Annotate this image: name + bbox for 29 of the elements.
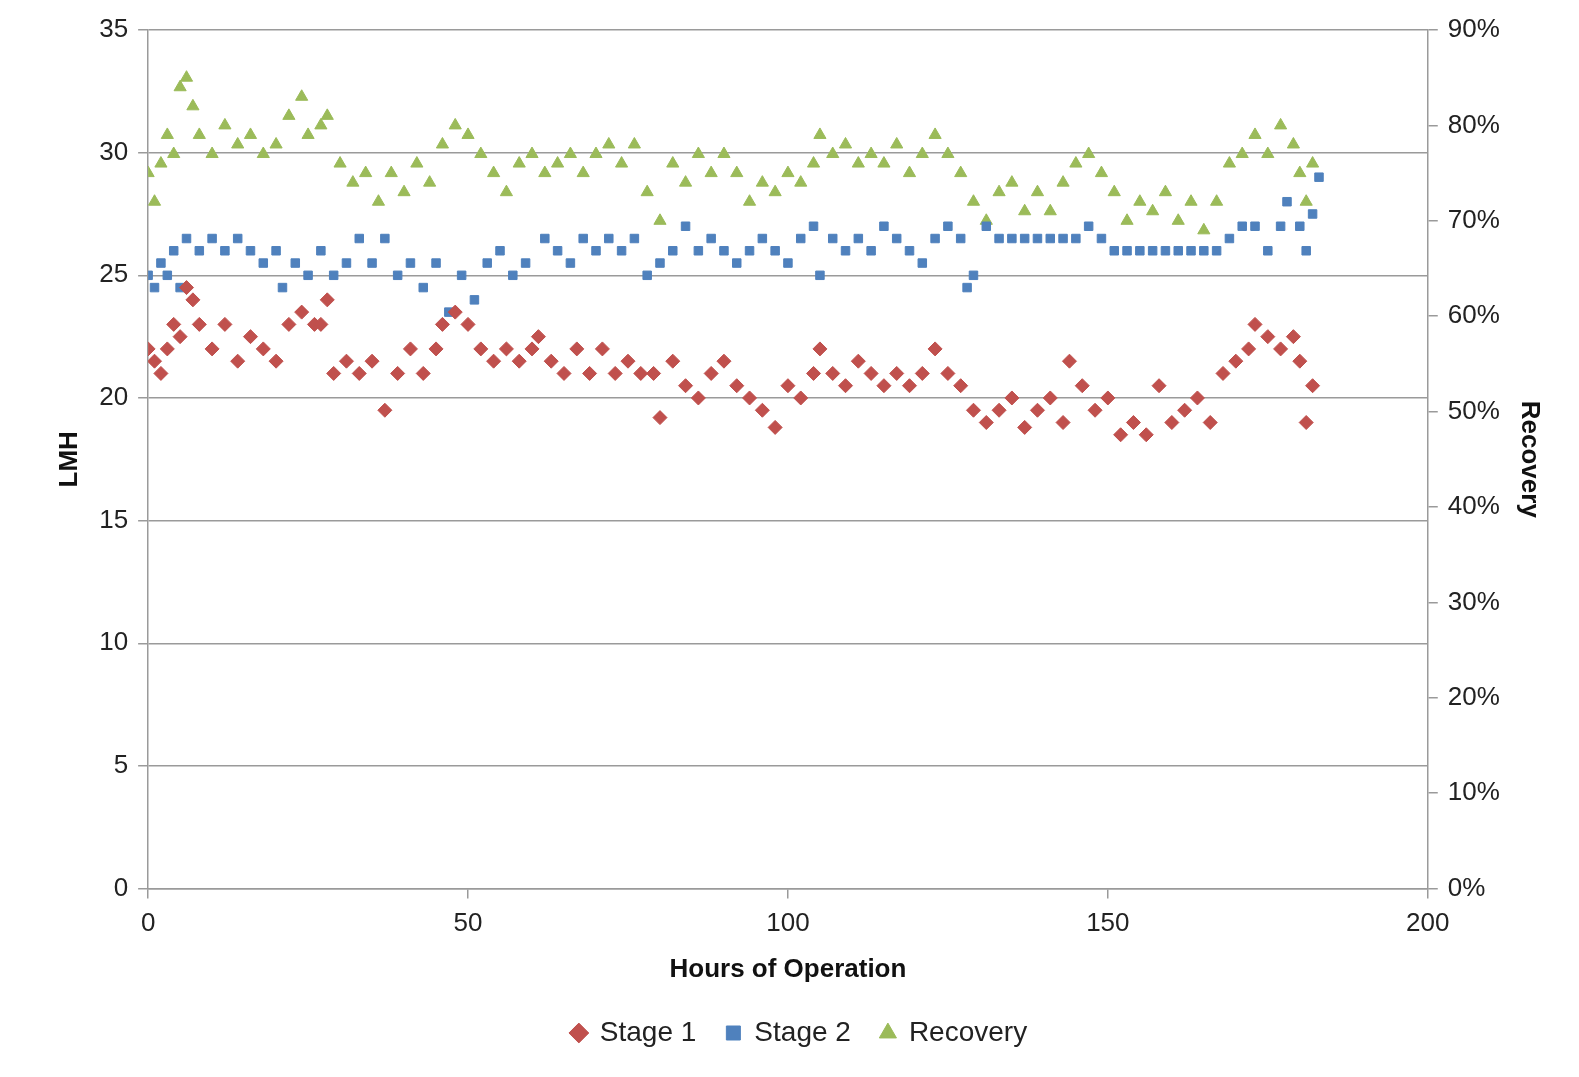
y-tick-label: 25 [99, 258, 129, 289]
y2-tick-label: 60% [1447, 299, 1500, 330]
legend-label: Stage 1 [599, 1015, 697, 1047]
y-tick-label: 15 [99, 503, 129, 534]
y-tick-label: 10 [99, 626, 129, 657]
y2-tick-label: 10% [1447, 776, 1500, 807]
y-tick-label: 0 [113, 871, 129, 902]
y2-tick-label: 70% [1447, 203, 1500, 234]
y2-tick-label: 80% [1447, 108, 1500, 139]
x-tick-label: 150 [1086, 907, 1130, 938]
x-tick-label: 200 [1406, 907, 1450, 938]
y2-axis-title: Recovery [1516, 400, 1547, 519]
x-tick-label: 0 [140, 907, 156, 938]
legend-label: Stage 2 [754, 1015, 851, 1047]
x-tick-label: 100 [766, 907, 810, 938]
y2-tick-label: 20% [1447, 680, 1500, 711]
y2-tick-label: 40% [1447, 490, 1500, 521]
y-tick-label: 5 [113, 749, 129, 780]
legend-label: Recovery [908, 1015, 1028, 1047]
y2-tick-label: 0% [1447, 871, 1486, 902]
y-tick-label: 35 [99, 13, 129, 44]
y2-tick-label: 30% [1447, 585, 1500, 616]
y-tick-label: 30 [99, 135, 129, 166]
y2-tick-label: 90% [1447, 13, 1500, 44]
x-axis-title: Hours of Operation [669, 952, 907, 983]
y-axis-title: LMH [52, 431, 83, 488]
x-tick-label: 50 [453, 907, 483, 938]
y-tick-label: 20 [99, 381, 129, 412]
y2-tick-label: 50% [1447, 394, 1500, 425]
